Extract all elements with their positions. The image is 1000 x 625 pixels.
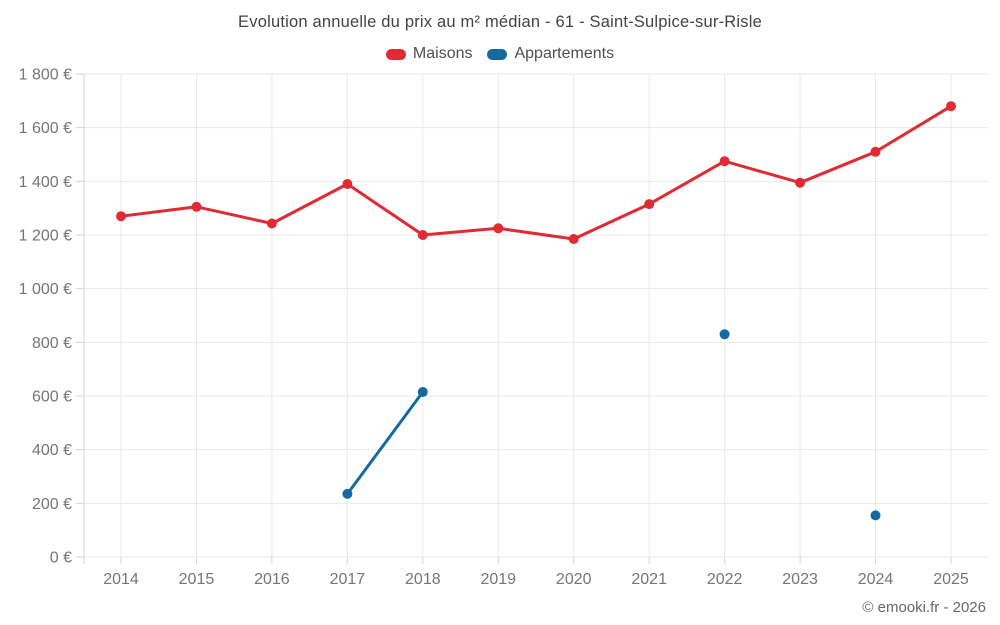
legend-label-maisons: Maisons [412, 45, 473, 62]
x-axis-tick-label: 2023 [782, 571, 818, 588]
y-axis-tick-label: 0 € [50, 550, 72, 567]
x-axis-tick-label: 2024 [858, 571, 894, 588]
x-axis-tick-label: 2018 [405, 571, 441, 588]
data-point-maisons-2016[interactable] [266, 218, 277, 229]
credit-text: © emooki.fr - 2026 [862, 599, 986, 616]
y-axis-tick-label: 1 200 € [19, 228, 72, 245]
data-point-maisons-2025[interactable] [946, 101, 956, 112]
data-point-maisons-2023[interactable] [795, 177, 806, 188]
legend-swatch-maisons-icon [385, 48, 406, 60]
legend-swatch-appartements-icon [487, 48, 508, 60]
x-axis-tick-label: 2021 [631, 571, 667, 588]
series-line-maisons [119, 104, 953, 241]
data-point-maisons-2014[interactable] [116, 211, 126, 222]
x-axis-tick-label: 2014 [103, 571, 139, 588]
data-point-maisons-2019[interactable] [493, 223, 504, 234]
y-axis-tick-label: 1 000 € [19, 281, 72, 298]
x-axis-tick-label: 2020 [556, 571, 592, 588]
x-axis-tick-label: 2016 [254, 571, 290, 588]
series-line-appartements [347, 392, 875, 515]
data-point-appartements-2022[interactable] [719, 329, 730, 340]
x-axis-tick-label: 2025 [933, 571, 969, 588]
y-axis-tick-label: 600 € [32, 389, 72, 406]
chart-legend: Maisons Appartements [0, 45, 1000, 63]
data-point-maisons-2022[interactable] [719, 156, 730, 167]
data-point-appartements-2017[interactable] [342, 488, 353, 499]
legend-item-maisons[interactable]: Maisons [385, 45, 473, 63]
legend-label-appartements: Appartements [514, 45, 615, 62]
data-point-appartements-2024[interactable] [870, 510, 881, 521]
y-axis-tick-label: 800 € [32, 335, 72, 352]
y-axis-tick-label: 1 800 € [19, 67, 72, 84]
data-point-maisons-2017[interactable] [342, 179, 353, 189]
data-point-maisons-2021[interactable] [644, 199, 655, 210]
data-point-maisons-2018[interactable] [417, 230, 428, 240]
x-axis-tick-label: 2022 [707, 571, 743, 588]
data-point-maisons-2024[interactable] [870, 146, 881, 157]
legend-item-appartements[interactable]: Appartements [487, 45, 614, 63]
y-axis-tick-label: 400 € [32, 442, 72, 459]
data-point-appartements-2018[interactable] [417, 387, 428, 397]
y-axis-tick-label: 1 400 € [19, 174, 72, 191]
x-axis-tick-label: 2019 [480, 571, 516, 588]
y-axis-tick-label: 200 € [32, 496, 72, 513]
chart-title: Evolution annuelle du prix au m² médian … [238, 13, 762, 31]
x-axis-tick-label: 2017 [330, 571, 366, 588]
x-axis-tick-label: 2015 [179, 571, 215, 588]
data-point-maisons-2015[interactable] [191, 201, 202, 212]
y-axis-tick-label: 1 600 € [19, 120, 72, 137]
data-point-maisons-2020[interactable] [568, 234, 579, 244]
